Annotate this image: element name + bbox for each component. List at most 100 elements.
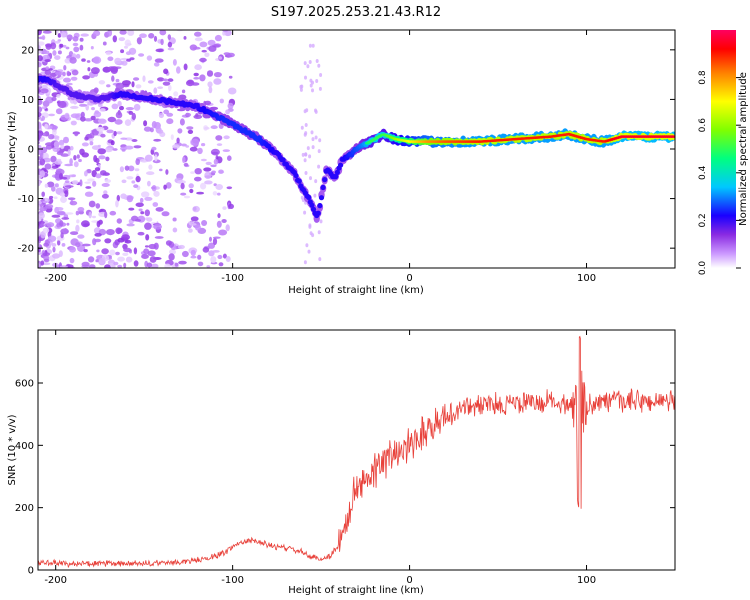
noise-blob — [42, 200, 48, 204]
noise-blob — [164, 263, 171, 268]
noise-blob — [305, 243, 309, 248]
noise-blob — [183, 63, 188, 71]
noise-blob — [217, 192, 221, 196]
noise-blob — [311, 233, 315, 238]
noise-blob — [319, 73, 323, 77]
noise-blob — [92, 180, 97, 187]
noise-blob — [217, 213, 221, 219]
noise-blob — [306, 146, 310, 151]
noise-blob — [63, 77, 71, 83]
noise-blob — [309, 83, 313, 88]
noise-blob — [105, 156, 110, 162]
noise-blob — [193, 77, 200, 80]
noise-blob — [46, 222, 55, 228]
noise-blob — [133, 145, 142, 149]
noise-blob — [208, 45, 217, 52]
noise-blob — [38, 111, 42, 118]
noise-blob — [314, 135, 318, 140]
noise-blob — [52, 246, 56, 253]
noise-blob — [56, 151, 64, 156]
noise-blob — [117, 100, 122, 107]
noise-blob — [143, 120, 148, 127]
noise-blob — [38, 44, 41, 51]
noise-blob — [44, 59, 51, 63]
noise-blob — [84, 191, 94, 197]
noise-blob — [304, 171, 308, 175]
noise-blob — [155, 207, 164, 212]
noise-blob — [98, 155, 106, 160]
noise-blob — [153, 87, 158, 94]
noise-blob — [205, 161, 212, 166]
snr-ylabel: SNR (10 * v/v) — [7, 414, 18, 485]
noise-blob — [70, 113, 80, 119]
noise-blob — [204, 180, 213, 185]
noise-blob — [38, 180, 41, 187]
colorbar-tick-label: 0.8 — [698, 70, 708, 85]
noise-blob — [54, 183, 59, 188]
noise-blob — [39, 158, 46, 166]
noise-blob — [69, 145, 74, 151]
noise-blob — [57, 33, 62, 38]
noise-blob — [70, 231, 79, 236]
noise-blob — [177, 128, 183, 134]
noise-blob — [64, 185, 74, 188]
noise-blob — [128, 110, 134, 115]
noise-blob — [212, 191, 218, 196]
noise-blob — [104, 211, 108, 219]
noise-blob — [191, 82, 200, 86]
noise-blob — [103, 190, 108, 195]
noise-blob — [172, 144, 180, 149]
noise-blob — [116, 194, 121, 202]
noise-blob — [44, 123, 49, 130]
noise-blob — [114, 119, 123, 125]
noise-blob — [212, 237, 218, 245]
noise-blob — [308, 43, 312, 48]
noise-blob — [88, 264, 96, 268]
noise-blob — [308, 60, 312, 64]
noise-blob — [88, 200, 96, 208]
noise-blob — [95, 259, 99, 263]
noise-blob — [62, 44, 67, 48]
noise-blob — [55, 168, 65, 175]
noise-blob — [87, 178, 95, 182]
noise-blob — [104, 179, 112, 183]
noise-blob — [206, 70, 214, 77]
noise-blob — [81, 261, 90, 267]
noise-blob — [55, 71, 64, 76]
noise-blob — [193, 72, 199, 77]
noise-blob — [228, 203, 235, 209]
noise-blob — [192, 205, 200, 213]
noise-blob — [51, 243, 57, 247]
noise-blob — [113, 261, 119, 266]
noise-blob — [146, 217, 153, 222]
noise-blob — [168, 84, 172, 91]
noise-blob — [146, 171, 155, 176]
noise-blob — [97, 144, 101, 148]
noise-blob — [104, 147, 113, 153]
noise-blob — [170, 134, 174, 141]
noise-blob — [167, 34, 171, 40]
noise-blob — [96, 249, 100, 253]
noise-blob — [109, 249, 116, 256]
noise-blob — [45, 96, 54, 104]
noise-blob — [120, 137, 128, 140]
x-tick-label: -200 — [44, 273, 67, 284]
noise-blob — [73, 155, 77, 161]
noise-blob — [54, 55, 61, 60]
noise-blob — [51, 165, 59, 169]
noise-blob — [50, 155, 57, 163]
noise-blob — [207, 81, 213, 88]
noise-blob — [300, 125, 304, 130]
noise-blob — [42, 252, 50, 257]
noise-blob — [158, 112, 164, 119]
noise-blob — [181, 89, 186, 94]
noise-blob — [43, 242, 50, 247]
noise-blob — [177, 180, 186, 184]
noise-blob — [317, 164, 321, 169]
noise-blob — [177, 244, 185, 250]
noise-blob — [211, 170, 216, 174]
noise-blob — [167, 78, 174, 82]
noise-blob — [115, 227, 122, 234]
noise-blob — [52, 129, 57, 136]
noise-blob — [115, 111, 123, 119]
